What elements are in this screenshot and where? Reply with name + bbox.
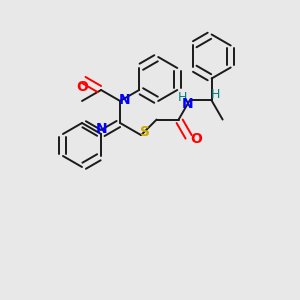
Text: S: S [140, 125, 150, 139]
Text: O: O [191, 132, 203, 145]
Text: N: N [118, 93, 130, 107]
Text: O: O [76, 80, 88, 94]
Text: N: N [96, 122, 108, 136]
Text: H: H [211, 88, 220, 101]
Text: N: N [182, 98, 194, 112]
Text: H: H [178, 91, 187, 104]
